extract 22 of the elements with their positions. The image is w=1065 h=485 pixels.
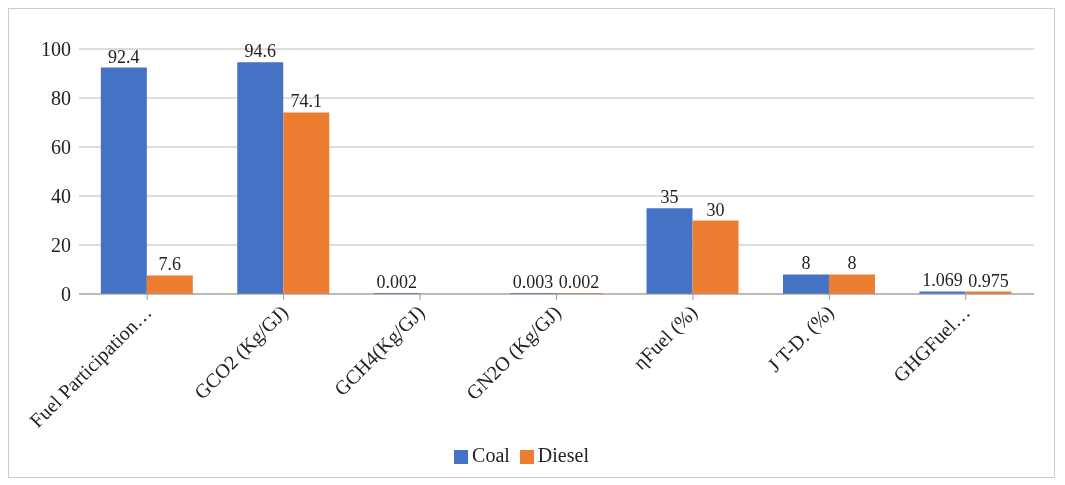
data-label: 30 [706,199,725,220]
legend-label: Diesel [537,444,589,466]
data-label: 0.975 [968,270,1009,291]
y-tick-label: 0 [61,283,71,306]
data-label: 0.002 [558,272,600,292]
data-label: 8 [801,253,811,274]
y-tick-label: 60 [51,136,71,159]
data-label: 0.002 [376,272,417,292]
data-label: 8 [847,253,857,274]
y-tick-label: 40 [51,185,71,208]
data-label: 35 [660,187,679,208]
data-label: 94.6 [244,41,277,62]
legend-label: Coal [472,444,510,466]
data-label: 92.4 [108,46,140,67]
y-tick-label: 100 [41,38,71,61]
data-label: 0.003 [512,272,554,292]
y-tick-label: 20 [51,234,71,257]
data-label: 7.6 [158,254,182,275]
x-tick-label: J T-D. (%) [762,300,839,377]
y-tick-label: 80 [51,87,71,110]
data-label: 74.1 [290,91,323,112]
data-label: 1.069 [922,270,963,291]
